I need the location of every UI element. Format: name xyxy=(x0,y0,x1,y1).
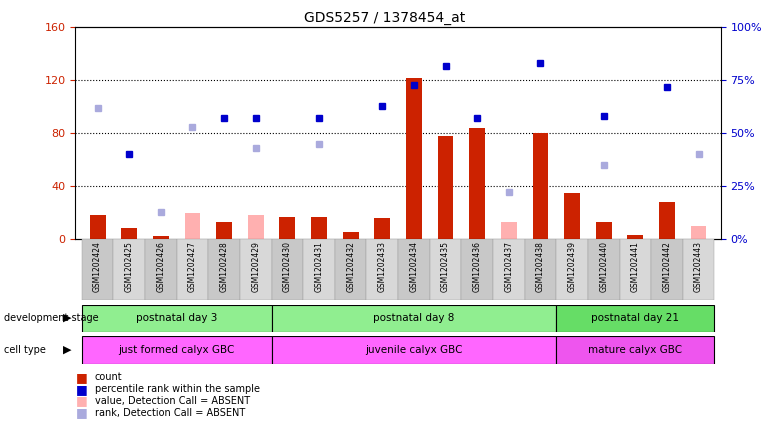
Text: GSM1202443: GSM1202443 xyxy=(694,241,703,292)
Bar xyxy=(659,202,675,239)
Bar xyxy=(82,336,272,364)
Text: postnatal day 8: postnatal day 8 xyxy=(373,313,454,323)
Text: development stage: development stage xyxy=(4,313,99,323)
Text: ■: ■ xyxy=(75,383,87,396)
Bar xyxy=(311,217,327,239)
Text: GSM1202442: GSM1202442 xyxy=(662,241,671,292)
Text: GSM1202433: GSM1202433 xyxy=(378,241,387,292)
Text: GSM1202428: GSM1202428 xyxy=(219,241,229,291)
Bar xyxy=(113,239,145,300)
Text: GSM1202437: GSM1202437 xyxy=(504,241,514,292)
Bar xyxy=(303,239,335,300)
Bar xyxy=(651,239,683,300)
Bar xyxy=(691,226,707,239)
Text: GSM1202440: GSM1202440 xyxy=(599,241,608,292)
Text: ▶: ▶ xyxy=(63,313,72,323)
Text: just formed calyx GBC: just formed calyx GBC xyxy=(119,345,235,355)
Text: count: count xyxy=(95,372,122,382)
Bar xyxy=(588,239,620,300)
Bar xyxy=(493,239,524,300)
Text: GSM1202436: GSM1202436 xyxy=(473,241,482,292)
Bar xyxy=(82,239,113,300)
Bar xyxy=(683,239,715,300)
Text: GSM1202441: GSM1202441 xyxy=(631,241,640,292)
Bar xyxy=(374,218,390,239)
Bar xyxy=(501,222,517,239)
Bar xyxy=(367,239,398,300)
Text: GSM1202434: GSM1202434 xyxy=(410,241,418,292)
Bar xyxy=(248,215,263,239)
Text: mature calyx GBC: mature calyx GBC xyxy=(588,345,682,355)
Bar xyxy=(564,193,580,239)
Bar xyxy=(437,136,454,239)
Text: GSM1202429: GSM1202429 xyxy=(251,241,260,292)
Text: GSM1202431: GSM1202431 xyxy=(314,241,323,292)
Text: rank, Detection Call = ABSENT: rank, Detection Call = ABSENT xyxy=(95,408,245,418)
Text: ■: ■ xyxy=(75,371,87,384)
Bar xyxy=(406,78,422,239)
Text: GSM1202432: GSM1202432 xyxy=(346,241,355,292)
Text: GSM1202435: GSM1202435 xyxy=(441,241,450,292)
Bar xyxy=(216,222,232,239)
Text: GSM1202424: GSM1202424 xyxy=(93,241,102,292)
Text: GSM1202439: GSM1202439 xyxy=(567,241,577,292)
Bar xyxy=(335,239,367,300)
Bar xyxy=(122,228,137,239)
Text: GDS5257 / 1378454_at: GDS5257 / 1378454_at xyxy=(304,11,466,25)
Bar xyxy=(272,336,556,364)
Bar xyxy=(82,305,272,332)
Bar xyxy=(145,239,176,300)
Bar xyxy=(89,215,105,239)
Text: GSM1202438: GSM1202438 xyxy=(536,241,545,292)
Bar xyxy=(343,232,359,239)
Bar xyxy=(153,236,169,239)
Bar xyxy=(185,213,200,239)
Text: cell type: cell type xyxy=(4,345,45,355)
Bar xyxy=(533,133,548,239)
Bar xyxy=(628,235,643,239)
Text: GSM1202427: GSM1202427 xyxy=(188,241,197,292)
Bar xyxy=(272,239,303,300)
Bar xyxy=(556,239,588,300)
Text: postnatal day 3: postnatal day 3 xyxy=(136,313,217,323)
Bar xyxy=(469,128,485,239)
Text: ■: ■ xyxy=(75,395,87,407)
Text: percentile rank within the sample: percentile rank within the sample xyxy=(95,384,259,394)
Bar xyxy=(620,239,651,300)
Bar xyxy=(556,336,715,364)
Bar xyxy=(430,239,461,300)
Text: GSM1202426: GSM1202426 xyxy=(156,241,166,292)
Text: GSM1202425: GSM1202425 xyxy=(125,241,134,292)
Bar xyxy=(272,305,556,332)
Bar xyxy=(280,217,295,239)
Text: GSM1202430: GSM1202430 xyxy=(283,241,292,292)
Text: value, Detection Call = ABSENT: value, Detection Call = ABSENT xyxy=(95,396,249,406)
Bar xyxy=(209,239,240,300)
Bar xyxy=(461,239,493,300)
Bar xyxy=(398,239,430,300)
Text: postnatal day 21: postnatal day 21 xyxy=(591,313,679,323)
Text: ■: ■ xyxy=(75,407,87,419)
Bar xyxy=(596,222,611,239)
Bar xyxy=(176,239,209,300)
Bar xyxy=(524,239,556,300)
Bar xyxy=(556,305,715,332)
Text: ▶: ▶ xyxy=(63,345,72,355)
Text: juvenile calyx GBC: juvenile calyx GBC xyxy=(365,345,463,355)
Bar xyxy=(240,239,272,300)
